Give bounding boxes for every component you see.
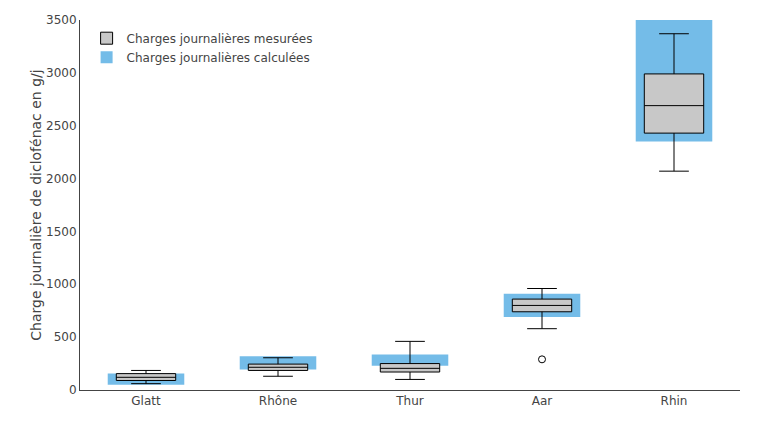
svg-text:Thur: Thur [395,394,424,408]
svg-text:Glatt: Glatt [131,394,161,408]
svg-text:1000: 1000 [46,277,77,291]
svg-text:Charges journalières calculées: Charges journalières calculées [127,51,310,65]
svg-text:Rhône: Rhône [259,394,297,408]
svg-text:500: 500 [54,330,77,344]
svg-text:3000: 3000 [46,66,77,80]
svg-text:0: 0 [69,383,77,397]
svg-text:3500: 3500 [46,13,77,27]
svg-text:Charge journalière de diclofén: Charge journalière de diclofénac en g/j [28,69,44,340]
svg-text:1500: 1500 [46,225,77,239]
svg-text:2500: 2500 [46,119,77,133]
svg-text:2000: 2000 [46,172,77,186]
svg-text:Charges journalières mesurées: Charges journalières mesurées [127,32,313,46]
svg-text:Rhin: Rhin [661,394,688,408]
svg-text:Aar: Aar [532,394,553,408]
